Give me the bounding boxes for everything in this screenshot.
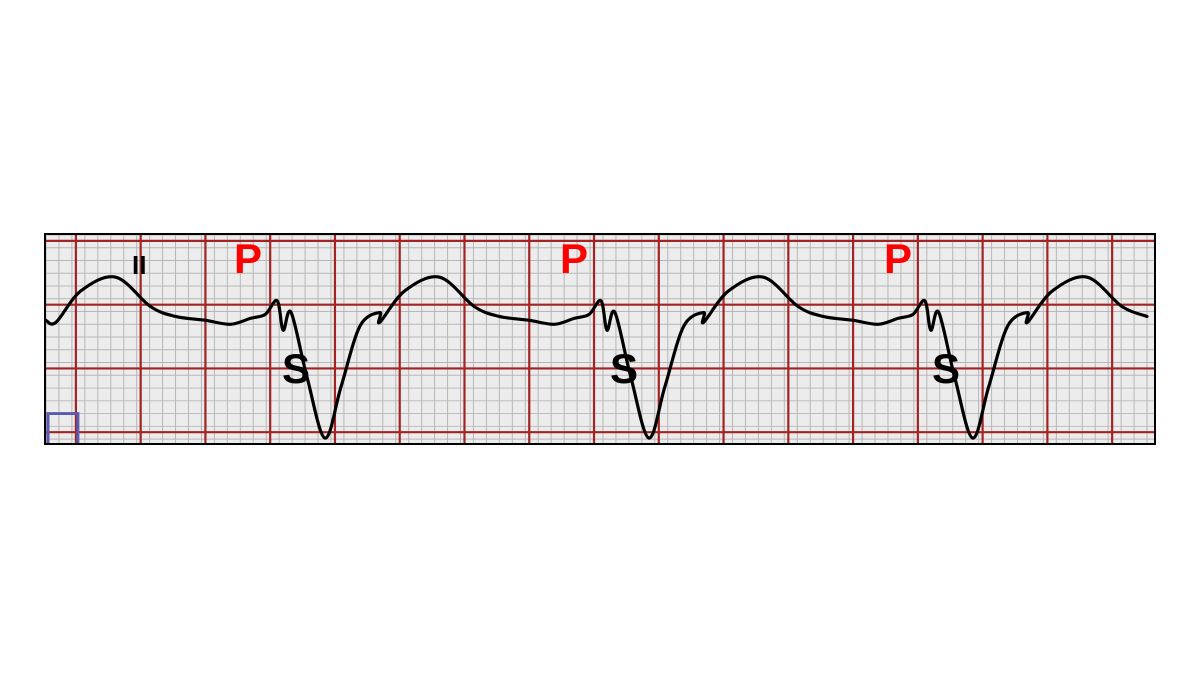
ecg-figure: P P P S S S II — [0, 0, 1200, 675]
lead-label: II — [132, 252, 146, 278]
p-label-1: P — [234, 238, 262, 280]
ecg-strip-svg — [46, 235, 1154, 443]
s-label-1: S — [282, 348, 310, 390]
s-label-2: S — [610, 348, 638, 390]
p-label-2: P — [560, 238, 588, 280]
p-label-3: P — [884, 238, 912, 280]
s-label-3: S — [932, 348, 960, 390]
ecg-strip-container — [44, 233, 1156, 445]
